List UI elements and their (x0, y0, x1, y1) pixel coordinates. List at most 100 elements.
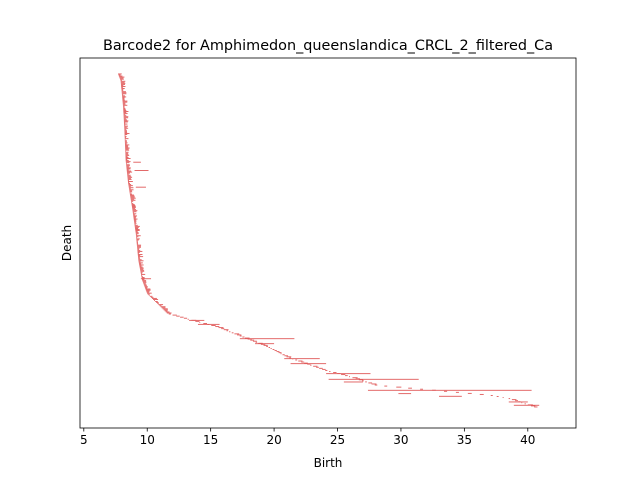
barcode-bar (143, 283, 146, 285)
barcode-bar (132, 212, 135, 214)
barcode-bar (168, 313, 171, 315)
barcode-bar (343, 381, 363, 383)
barcode-bar (496, 396, 499, 397)
barcode-bar (304, 362, 308, 364)
barcode-bar (142, 280, 147, 282)
barcode-bar (508, 398, 511, 400)
barcode-bar (138, 257, 140, 259)
barcode-bar (131, 202, 134, 204)
barcode-bar (136, 244, 142, 246)
barcode-bar (136, 237, 137, 239)
barcode-bar (121, 93, 127, 95)
barcode-bar (221, 328, 225, 330)
barcode-bar (129, 192, 131, 194)
barcode-bar (159, 305, 162, 307)
barcode-bar (133, 218, 138, 220)
barcode-bar (266, 345, 268, 347)
barcode-bar (134, 225, 140, 227)
barcode-bar (141, 277, 145, 278)
barcode-bar (123, 106, 125, 108)
barcode-bar (128, 183, 131, 185)
barcode-bar (313, 365, 318, 367)
barcode-bar (133, 161, 141, 163)
barcode-bar (298, 360, 303, 362)
barcode-bar (123, 116, 129, 118)
barcode-bar (137, 249, 141, 251)
barcode-bar (124, 128, 127, 130)
barcode-bar (129, 188, 131, 190)
barcode-bar (130, 194, 134, 196)
barcode-bar (125, 146, 129, 148)
barcode-bar (140, 278, 152, 280)
barcode-bar (121, 94, 124, 96)
barcode-bar (155, 301, 158, 302)
barcode-bar (133, 215, 138, 217)
barcode-bar (140, 269, 145, 271)
barcode-bar (127, 181, 133, 182)
x-tick-label: 25 (330, 433, 345, 447)
barcode-bar (123, 113, 128, 115)
barcode-bar (231, 332, 234, 334)
barcode-bar (125, 144, 130, 146)
barcode-bar (127, 173, 129, 175)
barcode-bar (134, 226, 139, 228)
barcode-bar (124, 139, 126, 141)
barcode-bar (355, 378, 360, 380)
barcode-bar (280, 353, 282, 355)
barcode-bar (121, 89, 124, 91)
barcode-bar (136, 242, 138, 244)
barcode-bar (384, 385, 388, 387)
barcode-bar (125, 147, 130, 149)
barcode-bar (118, 74, 121, 76)
barcode-bar (141, 274, 143, 276)
barcode-bar (172, 314, 177, 316)
barcode-bar (245, 337, 250, 339)
barcode-bar (123, 118, 126, 120)
barcode-bar (132, 211, 137, 213)
barcode-bar (144, 285, 147, 287)
barcode-bar (137, 253, 139, 254)
barcode-bar (134, 221, 137, 223)
barcode-bar (130, 199, 136, 201)
barcode-bar (128, 186, 131, 188)
barcode-bar (234, 333, 240, 335)
barcode-bar (126, 165, 130, 167)
barcode-bars (118, 73, 540, 408)
barcode-bar (135, 230, 140, 231)
barcode-bar (223, 329, 229, 331)
barcode-bar (143, 284, 147, 286)
barcode-bar (141, 273, 146, 275)
barcode-bar (211, 325, 216, 326)
barcode-bar (123, 119, 127, 121)
barcode-bar (276, 351, 280, 353)
barcode-bar (134, 224, 138, 226)
barcode-bar (134, 220, 137, 222)
barcode-bar (268, 347, 271, 348)
barcode-bar (124, 123, 128, 125)
barcode-bar (140, 271, 143, 273)
barcode-bar (122, 101, 128, 103)
barcode-bar (136, 239, 139, 241)
barcode-bar (124, 136, 127, 138)
barcode-bar (534, 406, 538, 408)
barcode-bar (138, 258, 141, 260)
barcode-bar (141, 276, 143, 277)
barcode-bar (183, 317, 188, 319)
barcode-bar (121, 92, 127, 94)
barcode-bar (130, 197, 136, 199)
barcode-bar (420, 388, 424, 390)
barcode-bar (153, 298, 159, 300)
barcode-bar (511, 399, 517, 401)
x-tick-label: 15 (203, 433, 218, 447)
y-axis-label: Death (60, 225, 74, 261)
barcode-bar (260, 343, 266, 345)
barcode-bar (439, 395, 462, 397)
barcode-bar (128, 185, 133, 187)
barcode-bar (125, 153, 129, 155)
barcode-bar (125, 145, 128, 147)
barcode-bar (147, 293, 150, 295)
barcode-bar (148, 294, 150, 296)
barcode-bar (137, 255, 141, 257)
barcode-bar (120, 79, 122, 81)
barcode-bar (133, 216, 137, 218)
